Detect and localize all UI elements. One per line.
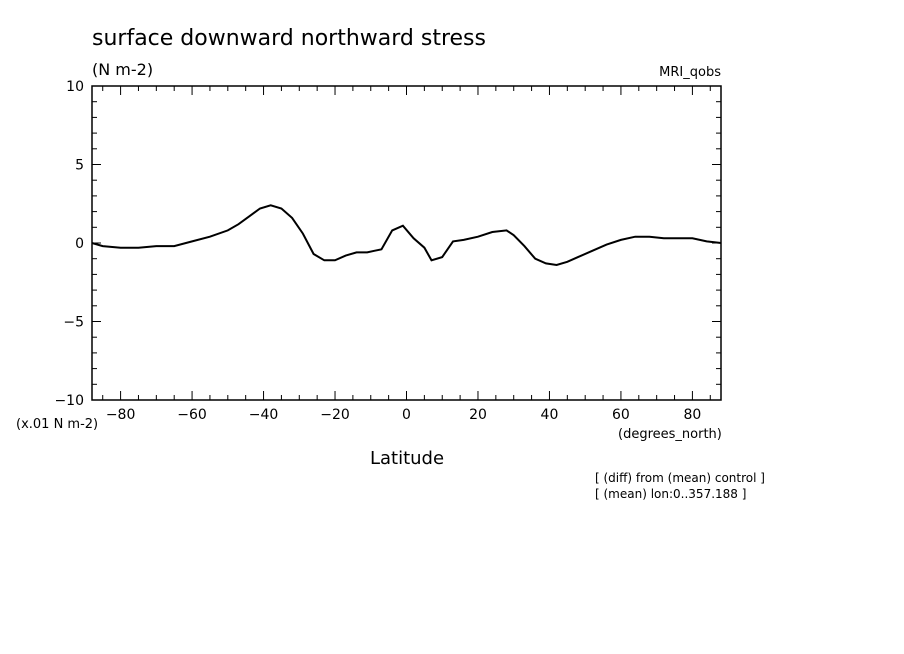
x-tick-label: 60 bbox=[612, 407, 630, 423]
y-tick-label: −5 bbox=[63, 315, 84, 331]
note-mean: [ (mean) lon:0..357.188 ] bbox=[595, 487, 746, 501]
y-tick-label: 0 bbox=[75, 236, 84, 252]
x-tick-label: −40 bbox=[249, 407, 279, 423]
y-tick-label: 10 bbox=[66, 79, 84, 95]
x-tick-label: 80 bbox=[683, 407, 701, 423]
x-axis-label: Latitude bbox=[370, 448, 444, 469]
x-tick-label: −60 bbox=[177, 407, 207, 423]
x-tick-label: 0 bbox=[402, 407, 411, 423]
x-tick-label: 20 bbox=[469, 407, 487, 423]
series-line bbox=[91, 204, 722, 267]
x-tick-label: −20 bbox=[320, 407, 350, 423]
note-diff: [ (diff) from (mean) control ] bbox=[595, 471, 765, 485]
x-tick-labels: −80 −60 −40 −20 0 20 40 60 80 bbox=[106, 407, 702, 423]
y-scale-note: (x.01 N m-2) bbox=[16, 417, 98, 432]
chart-subtitle: (N m-2) bbox=[92, 60, 153, 79]
x-tick-label: 40 bbox=[541, 407, 559, 423]
y-tick-label: −10 bbox=[54, 393, 84, 409]
x-units-label: (degrees_north) bbox=[618, 427, 722, 442]
x-tick-label: −80 bbox=[106, 407, 136, 423]
y-tick-label: 5 bbox=[75, 158, 84, 174]
chart-title: surface downward northward stress bbox=[92, 26, 486, 51]
y-tick-labels: −10 −5 0 5 10 bbox=[54, 79, 84, 409]
model-label: MRI_qobs bbox=[659, 65, 721, 80]
axis-ticks bbox=[92, 85, 721, 401]
